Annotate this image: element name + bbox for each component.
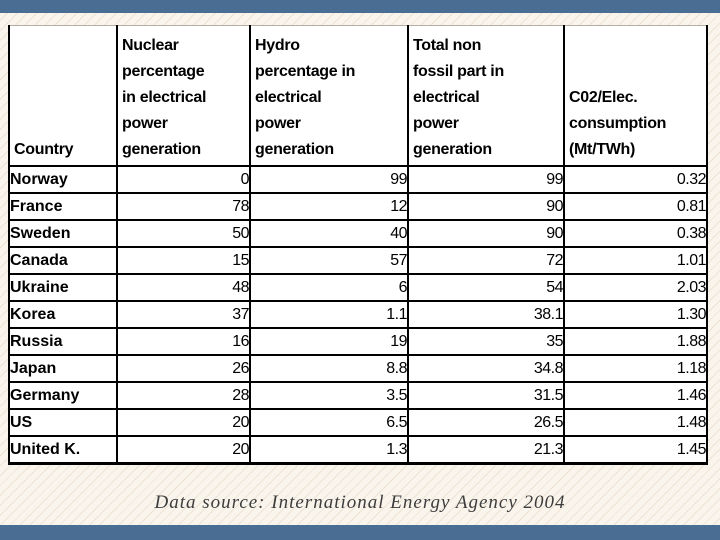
cell-total: 99: [407, 164, 565, 194]
table-row: US 20 6.5 26.5 1.48: [8, 407, 708, 437]
bottom-accent-bar: [0, 525, 720, 540]
cell-co2: 1.88: [563, 326, 708, 356]
cell-total: 35: [407, 326, 565, 356]
column-header-total-non-fossil: Total non fossil part in electrical powe…: [407, 25, 565, 167]
cell-hydro: 1.3: [249, 434, 409, 465]
cell-nuclear: 15: [116, 245, 251, 275]
cell-nuclear: 16: [116, 326, 251, 356]
row-header-country: Norway: [8, 164, 118, 194]
row-header-country: Korea: [8, 299, 118, 329]
energy-table: Country Nuclear percentage in electrical…: [8, 25, 708, 465]
cell-co2: 0.32: [563, 164, 708, 194]
row-header-country: Canada: [8, 245, 118, 275]
table-row: France 78 12 90 0.81: [8, 191, 708, 221]
table-row: United K. 20 1.3 21.3 1.45: [8, 434, 708, 465]
table-row: Sweden 50 40 90 0.38: [8, 218, 708, 248]
cell-total: 31.5: [407, 380, 565, 410]
cell-total: 21.3: [407, 434, 565, 465]
cell-co2: 2.03: [563, 272, 708, 302]
table-row: Korea 37 1.1 38.1 1.30: [8, 299, 708, 329]
cell-hydro: 6: [249, 272, 409, 302]
cell-hydro: 40: [249, 218, 409, 248]
cell-total: 90: [407, 218, 565, 248]
cell-nuclear: 37: [116, 299, 251, 329]
cell-nuclear: 78: [116, 191, 251, 221]
cell-nuclear: 50: [116, 218, 251, 248]
top-accent-bar: [0, 0, 720, 13]
cell-total: 26.5: [407, 407, 565, 437]
cell-nuclear: 0: [116, 164, 251, 194]
cell-nuclear: 26: [116, 353, 251, 383]
cell-total: 90: [407, 191, 565, 221]
cell-co2: 1.01: [563, 245, 708, 275]
data-source-caption: Data source: International Energy Agency…: [154, 492, 566, 513]
cell-hydro: 8.8: [249, 353, 409, 383]
cell-hydro: 6.5: [249, 407, 409, 437]
table-row: Japan 26 8.8 34.8 1.18: [8, 353, 708, 383]
cell-co2: 0.38: [563, 218, 708, 248]
table-row: Ukraine 48 6 54 2.03: [8, 272, 708, 302]
table-row: Russia 16 19 35 1.88: [8, 326, 708, 356]
row-header-country: US: [8, 407, 118, 437]
cell-total: 34.8: [407, 353, 565, 383]
cell-hydro: 3.5: [249, 380, 409, 410]
header-row: Country Nuclear percentage in electrical…: [8, 25, 708, 167]
cell-co2: 0.81: [563, 191, 708, 221]
row-header-country: United K.: [8, 434, 118, 465]
cell-hydro: 19: [249, 326, 409, 356]
table-row: Germany 28 3.5 31.5 1.46: [8, 380, 708, 410]
column-header-nuclear: Nuclear percentage in electrical power g…: [116, 25, 251, 167]
cell-hydro: 57: [249, 245, 409, 275]
cell-co2: 1.30: [563, 299, 708, 329]
cell-nuclear: 20: [116, 434, 251, 465]
cell-co2: 1.48: [563, 407, 708, 437]
row-header-country: Germany: [8, 380, 118, 410]
table-row: Canada 15 57 72 1.01: [8, 245, 708, 275]
cell-nuclear: 20: [116, 407, 251, 437]
row-header-country: Sweden: [8, 218, 118, 248]
cell-hydro: 1.1: [249, 299, 409, 329]
row-header-country: Russia: [8, 326, 118, 356]
cell-hydro: 12: [249, 191, 409, 221]
cell-co2: 1.46: [563, 380, 708, 410]
cell-nuclear: 48: [116, 272, 251, 302]
column-header-co2: C02/Elec. consumption (Mt/TWh): [563, 25, 708, 167]
cell-co2: 1.45: [563, 434, 708, 465]
cell-nuclear: 28: [116, 380, 251, 410]
cell-hydro: 99: [249, 164, 409, 194]
column-header-country: Country: [8, 25, 118, 167]
cell-total: 72: [407, 245, 565, 275]
cell-total: 54: [407, 272, 565, 302]
row-header-country: Ukraine: [8, 272, 118, 302]
row-header-country: France: [8, 191, 118, 221]
cell-total: 38.1: [407, 299, 565, 329]
row-header-country: Japan: [8, 353, 118, 383]
table-row: Norway 0 99 99 0.32: [8, 164, 708, 194]
cell-co2: 1.18: [563, 353, 708, 383]
column-header-hydro: Hydro percentage in electrical power gen…: [249, 25, 409, 167]
